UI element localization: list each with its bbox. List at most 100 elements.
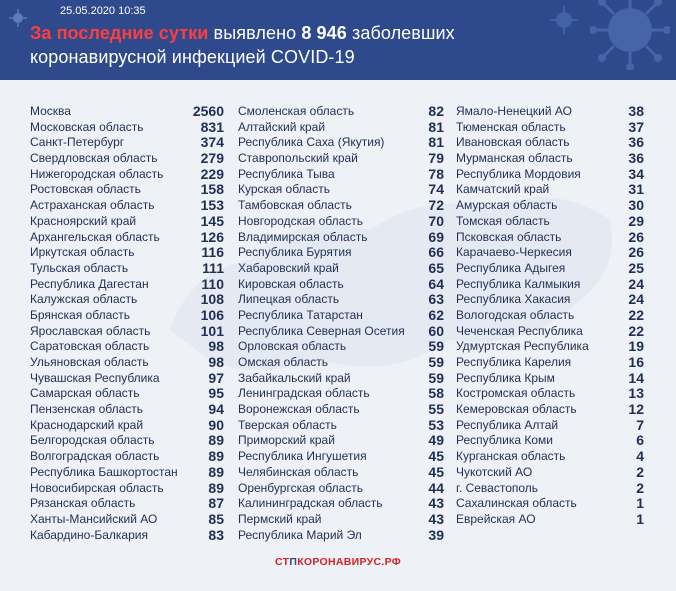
table-row: Красноярский край 145	[24, 213, 224, 230]
table-row: Смоленская область 82	[232, 103, 444, 120]
table-column-1: Москва 2560 Московская область 831 Санкт-Пет…	[24, 103, 224, 543]
region-name: Белгородская область	[30, 433, 155, 448]
case-count: 1	[636, 510, 644, 527]
region-name: Самарская область	[30, 386, 140, 401]
region-name: Астраханская область	[30, 198, 155, 213]
timestamp: 25.05.2020 10:35	[60, 5, 146, 17]
case-count: 153	[200, 197, 224, 214]
region-name: Республика Алтай	[456, 417, 559, 432]
table-row: Республика Карелия 16	[450, 354, 644, 371]
table-row: Удмуртская Республика 19	[450, 339, 644, 355]
case-count: 279	[200, 150, 224, 167]
region-name: Смоленская область	[238, 104, 355, 118]
title-middle: выявлено	[208, 23, 302, 43]
case-count: 1	[636, 495, 644, 512]
case-count: 126	[200, 228, 224, 245]
region-name: Псковская область	[456, 229, 562, 244]
case-count: 158	[200, 181, 224, 198]
table-row: Саратовская область 98	[24, 339, 224, 355]
region-name: Тамбовская область	[238, 198, 352, 213]
table-row: Республика Татарстан 62	[232, 306, 444, 324]
region-name: Курская область	[238, 182, 330, 197]
table-row: Республика Тыва 78	[232, 166, 444, 183]
region-name: Краснодарский край	[30, 417, 144, 432]
region-name: Новгородская область	[238, 213, 364, 228]
case-count: 53	[428, 416, 444, 433]
table-row: Калининградская область 43	[232, 495, 444, 512]
case-count: 16	[628, 354, 644, 370]
table-row: Амурская область 30	[450, 197, 644, 214]
table-row: Ленинградская область 58	[232, 386, 444, 402]
region-name: Ивановская область	[456, 135, 570, 150]
case-count: 89	[208, 479, 224, 496]
region-name: Пермский край	[238, 511, 322, 526]
table-row: Санкт-Петербург 374	[24, 135, 224, 151]
table-row: Владимирская область 69	[232, 228, 444, 246]
region-name: Москва	[30, 104, 71, 118]
case-count: 7	[636, 416, 644, 433]
table-row: Калужская область 108	[24, 292, 224, 308]
virus-decoration-icon	[590, 0, 670, 70]
table-column-3: Ямало-Ненецкий АО 38 Тюменская область 37 Ив…	[450, 103, 644, 528]
case-count: 55	[428, 401, 444, 418]
table-row: Хабаровский край 65	[232, 260, 444, 277]
case-count: 81	[428, 134, 444, 151]
region-name: Алтайский край	[238, 119, 326, 134]
table-row: Ямало-Ненецкий АО 38	[450, 103, 644, 120]
case-count: 106	[200, 306, 224, 323]
case-count: 110	[201, 275, 224, 292]
region-name: Еврейская АО	[456, 511, 536, 526]
table-row: Рязанская область 87	[24, 495, 224, 512]
table-row: Краснодарский край 90	[24, 417, 224, 434]
virus-icon	[9, 9, 27, 27]
table-row: Самарская область 95	[24, 386, 224, 402]
table-row: Алтайский край 81	[232, 119, 444, 136]
table-row: Астраханская область 153	[24, 197, 224, 214]
case-count: 22	[628, 322, 644, 339]
table-row: Еврейская АО 1	[450, 510, 644, 528]
case-count: 831	[200, 118, 224, 135]
region-name: Республика Карелия	[456, 355, 572, 369]
region-name: Вологодская область	[456, 307, 575, 322]
case-count: 59	[428, 369, 444, 386]
case-count: 26	[628, 244, 644, 261]
region-name: Удмуртская Республика	[456, 339, 589, 354]
region-name: Калининградская область	[238, 496, 383, 511]
region-name: Республика Саха (Якутия)	[238, 135, 385, 150]
table-row: Тульская область 111	[24, 260, 224, 277]
case-count: 72	[428, 197, 444, 214]
case-count: 69	[428, 228, 444, 245]
case-count: 38	[628, 103, 644, 119]
region-name: Орловская область	[238, 339, 347, 354]
region-name: Санкт-Петербург	[30, 135, 125, 150]
region-name: Забайкальский край	[238, 370, 351, 385]
region-name: Калужская область	[30, 292, 138, 307]
case-count: 44	[428, 479, 444, 496]
case-count: 95	[208, 385, 224, 402]
case-count: 4	[636, 448, 644, 465]
region-name: Чеченская Республика	[456, 323, 583, 338]
region-name: Брянская область	[30, 307, 130, 322]
table-row: Тюменская область 37	[450, 119, 644, 136]
region-name: Республика Северная Осетия	[238, 323, 405, 338]
table-row: г. Севастополь 2	[450, 480, 644, 497]
case-count: 62	[428, 306, 444, 323]
case-count: 374	[200, 134, 224, 151]
table-row: Республика Северная Осетия 60	[232, 323, 444, 340]
table-row: Ханты-Мансийский АО 85	[24, 511, 224, 528]
region-name: Саратовская область	[30, 339, 150, 354]
table-row: Ульяновская область 98	[24, 354, 224, 371]
case-count: 31	[628, 181, 644, 198]
region-name: Ростовская область	[30, 182, 141, 197]
region-name: Тверская область	[238, 417, 337, 432]
table-row: Челябинская область 45	[232, 464, 444, 481]
region-name: Иркутская область	[30, 245, 135, 260]
case-count: 229	[200, 165, 224, 182]
table-row: Ярославская область 101	[24, 323, 224, 340]
table-row: Белгородская область 89	[24, 433, 224, 449]
table-row: Чукотский АО 2	[450, 464, 644, 481]
case-count: 59	[428, 354, 444, 370]
region-name: Архангельская область	[30, 229, 160, 244]
header-banner: 25.05.2020 10:35 За последние сутки выяв…	[0, 0, 676, 80]
